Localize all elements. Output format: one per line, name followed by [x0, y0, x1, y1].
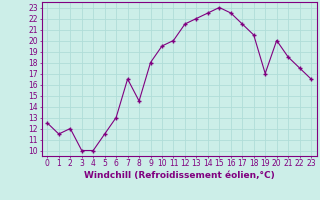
X-axis label: Windchill (Refroidissement éolien,°C): Windchill (Refroidissement éolien,°C) [84, 171, 275, 180]
